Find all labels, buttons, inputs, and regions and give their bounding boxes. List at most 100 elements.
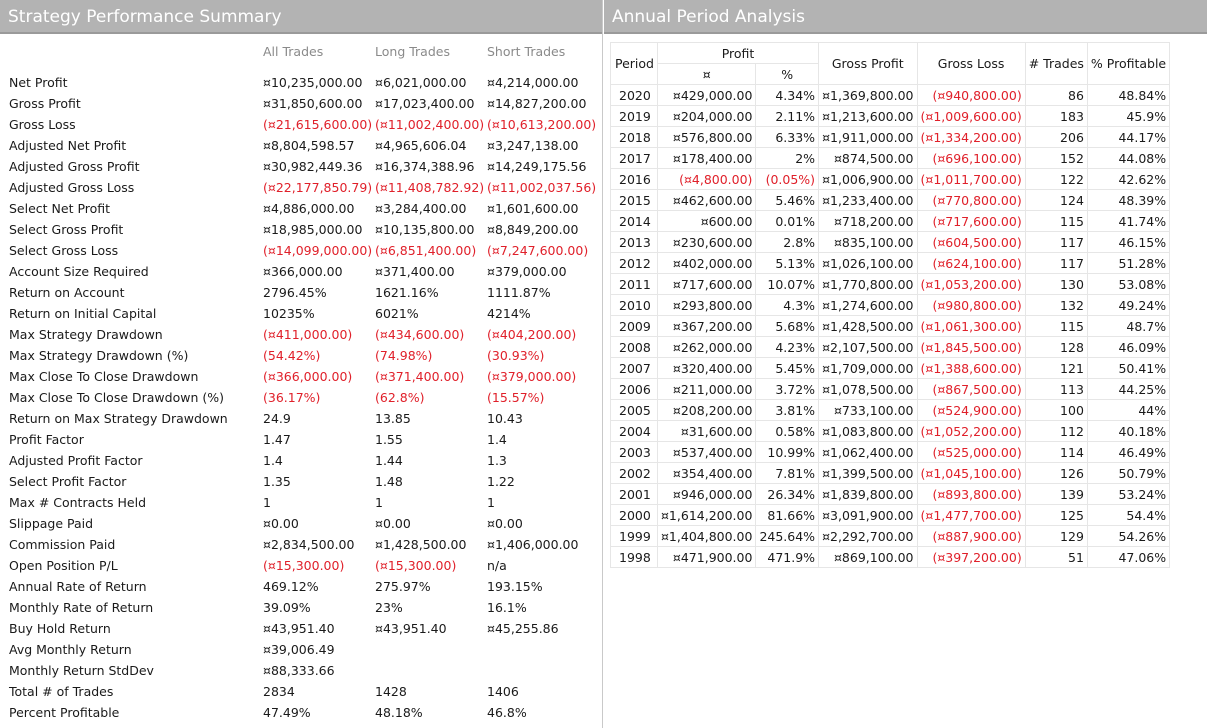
table-row: 2019 ¤204,000.00 2.11% ¤1,213,600.00 (¤1,009… [610, 105, 1171, 127]
col-header-pct-profitable[interactable]: % Profitable [1086, 42, 1171, 85]
table-row: 2015 ¤462,600.00 5.46% ¤1,233,400.00 (¤770,8… [610, 189, 1171, 211]
summary-row-label: Slippage Paid [9, 516, 94, 531]
table-cell: (¤696,100.00) [916, 147, 1026, 169]
table-row: 2009 ¤367,200.00 5.68% ¤1,428,500.00 (¤1,061… [610, 315, 1171, 337]
table-cell: ¤462,600.00 [656, 189, 757, 211]
table-cell: 121 [1024, 357, 1088, 379]
summary-value: ¤3,247,138.00 [487, 138, 579, 153]
summary-value: 48.18% [375, 705, 423, 720]
table-cell: (0.05%) [755, 168, 820, 190]
table-cell: (¤397,200.00) [916, 546, 1026, 568]
table-cell: ¤733,100.00 [818, 399, 918, 421]
summary-value: (¤15,300.00) [375, 558, 457, 573]
summary-row: Net Profit ¤10,235,000.00 ¤6,021,000.00 ¤4,… [0, 72, 600, 93]
table-cell: ¤1,078,500.00 [818, 378, 918, 400]
summary-row: Return on Initial Capital 10235% 6021% 4214… [0, 303, 600, 324]
table-cell: (¤1,334,200.00) [916, 126, 1026, 148]
table-cell: 2007 [610, 357, 658, 379]
table-cell: 115 [1024, 315, 1088, 337]
table-cell: 50.79% [1086, 462, 1171, 484]
summary-value: 10235% [263, 306, 315, 321]
table-cell: 2002 [610, 462, 658, 484]
summary-value: ¤10,135,800.00 [375, 222, 475, 237]
table-cell: 117 [1024, 231, 1088, 253]
summary-row: Gross Profit ¤31,850,600.00 ¤17,023,400.00… [0, 93, 600, 114]
table-cell: 46.09% [1086, 336, 1171, 358]
summary-value: 24.9 [263, 411, 291, 426]
summary-value: ¤4,886,000.00 [263, 201, 355, 216]
summary-value: 10.43 [487, 411, 523, 426]
table-cell: 139 [1024, 483, 1088, 505]
annual-table-body: 2020 ¤429,000.00 4.34% ¤1,369,800.00 (¤940,8… [610, 84, 1171, 568]
table-cell: (¤940,800.00) [916, 84, 1026, 106]
table-cell: ¤262,000.00 [656, 336, 757, 358]
table-cell: 48.7% [1086, 315, 1171, 337]
col-header-trades[interactable]: # Trades [1024, 42, 1088, 85]
summary-row-label: Max Strategy Drawdown (%) [9, 348, 189, 363]
summary-row-label: Profit Factor [9, 432, 84, 447]
summary-value: 1.35 [263, 474, 291, 489]
table-row: 2008 ¤262,000.00 4.23% ¤2,107,500.00 (¤1,845… [610, 336, 1171, 358]
table-cell: 1999 [610, 525, 658, 547]
summary-row: Max Strategy Drawdown (%) (54.42%) (74.98%… [0, 345, 600, 366]
summary-value: 469.12% [263, 579, 319, 594]
summary-value: (30.93%) [487, 348, 545, 363]
col-header-long-trades[interactable]: Long Trades [375, 44, 450, 59]
summary-value: ¤1,601,600.00 [487, 201, 579, 216]
summary-value: 6021% [375, 306, 419, 321]
table-row: 2012 ¤402,000.00 5.13% ¤1,026,100.00 (¤624,1… [610, 252, 1171, 274]
table-cell: ¤717,600.00 [656, 273, 757, 295]
col-header-period[interactable]: Period [610, 42, 658, 85]
col-header-profit-pct[interactable]: % [755, 63, 820, 85]
table-cell: (¤604,500.00) [916, 231, 1026, 253]
summary-row: Percent Profitable 47.49% 48.18% 46.8% [0, 702, 600, 723]
table-cell: 4.34% [755, 84, 820, 106]
table-cell: 48.84% [1086, 84, 1171, 106]
table-cell: 2.11% [755, 105, 820, 127]
summary-row: Buy Hold Return ¤43,951.40 ¤43,951.40 ¤45,2… [0, 618, 600, 639]
summary-value: 1 [487, 495, 495, 510]
summary-value: 1.48 [375, 474, 403, 489]
summary-value: ¤366,000.00 [263, 264, 343, 279]
table-cell: (¤1,388,600.00) [916, 357, 1026, 379]
table-cell: 81.66% [755, 504, 820, 526]
table-cell: 51.28% [1086, 252, 1171, 274]
table-cell: 44.08% [1086, 147, 1171, 169]
table-cell: ¤1,274,600.00 [818, 294, 918, 316]
table-cell: ¤1,709,000.00 [818, 357, 918, 379]
summary-row: Max Close To Close Drawdown (¤366,000.00)… [0, 366, 600, 387]
table-cell: 2006 [610, 378, 658, 400]
summary-row: Monthly Rate of Return 39.09% 23% 16.1% [0, 597, 600, 618]
table-cell: ¤1,911,000.00 [818, 126, 918, 148]
table-cell: 132 [1024, 294, 1088, 316]
table-cell: 112 [1024, 420, 1088, 442]
summary-value: 1.22 [487, 474, 515, 489]
summary-row: Adjusted Gross Profit ¤30,982,449.36 ¤16,3… [0, 156, 600, 177]
table-cell: 2013 [610, 231, 658, 253]
table-cell: 2005 [610, 399, 658, 421]
col-header-gross-profit[interactable]: Gross Profit [818, 42, 918, 85]
table-cell: 1998 [610, 546, 658, 568]
summary-value: ¤45,255.86 [487, 621, 559, 636]
table-cell: 2000 [610, 504, 658, 526]
summary-value: 1406 [487, 684, 519, 699]
summary-row-label: Commission Paid [9, 537, 116, 552]
col-header-short-trades[interactable]: Short Trades [487, 44, 566, 59]
col-header-gross-loss[interactable]: Gross Loss [916, 42, 1026, 85]
table-cell: ¤869,100.00 [818, 546, 918, 568]
col-header-profit-currency[interactable]: ¤ [656, 63, 757, 85]
table-cell: ¤1,369,800.00 [818, 84, 918, 106]
col-header-all-trades[interactable]: All Trades [263, 44, 324, 59]
table-cell: 45.9% [1086, 105, 1171, 127]
summary-row-label: Account Size Required [9, 264, 149, 279]
summary-value: 1111.87% [487, 285, 551, 300]
table-cell: 42.62% [1086, 168, 1171, 190]
summary-value: ¤30,982,449.36 [263, 159, 363, 174]
col-header-profit[interactable]: Profit [656, 42, 820, 64]
summary-row-label: Max Close To Close Drawdown (%) [9, 390, 224, 405]
summary-value: 46.8% [487, 705, 527, 720]
summary-value: ¤6,021,000.00 [375, 75, 467, 90]
summary-row-label: Select Gross Loss [9, 243, 119, 258]
summary-row: Select Profit Factor 1.35 1.48 1.22 [0, 471, 600, 492]
table-row: 1998 ¤471,900.00 471.9% ¤869,100.00 (¤397,20… [610, 546, 1171, 568]
